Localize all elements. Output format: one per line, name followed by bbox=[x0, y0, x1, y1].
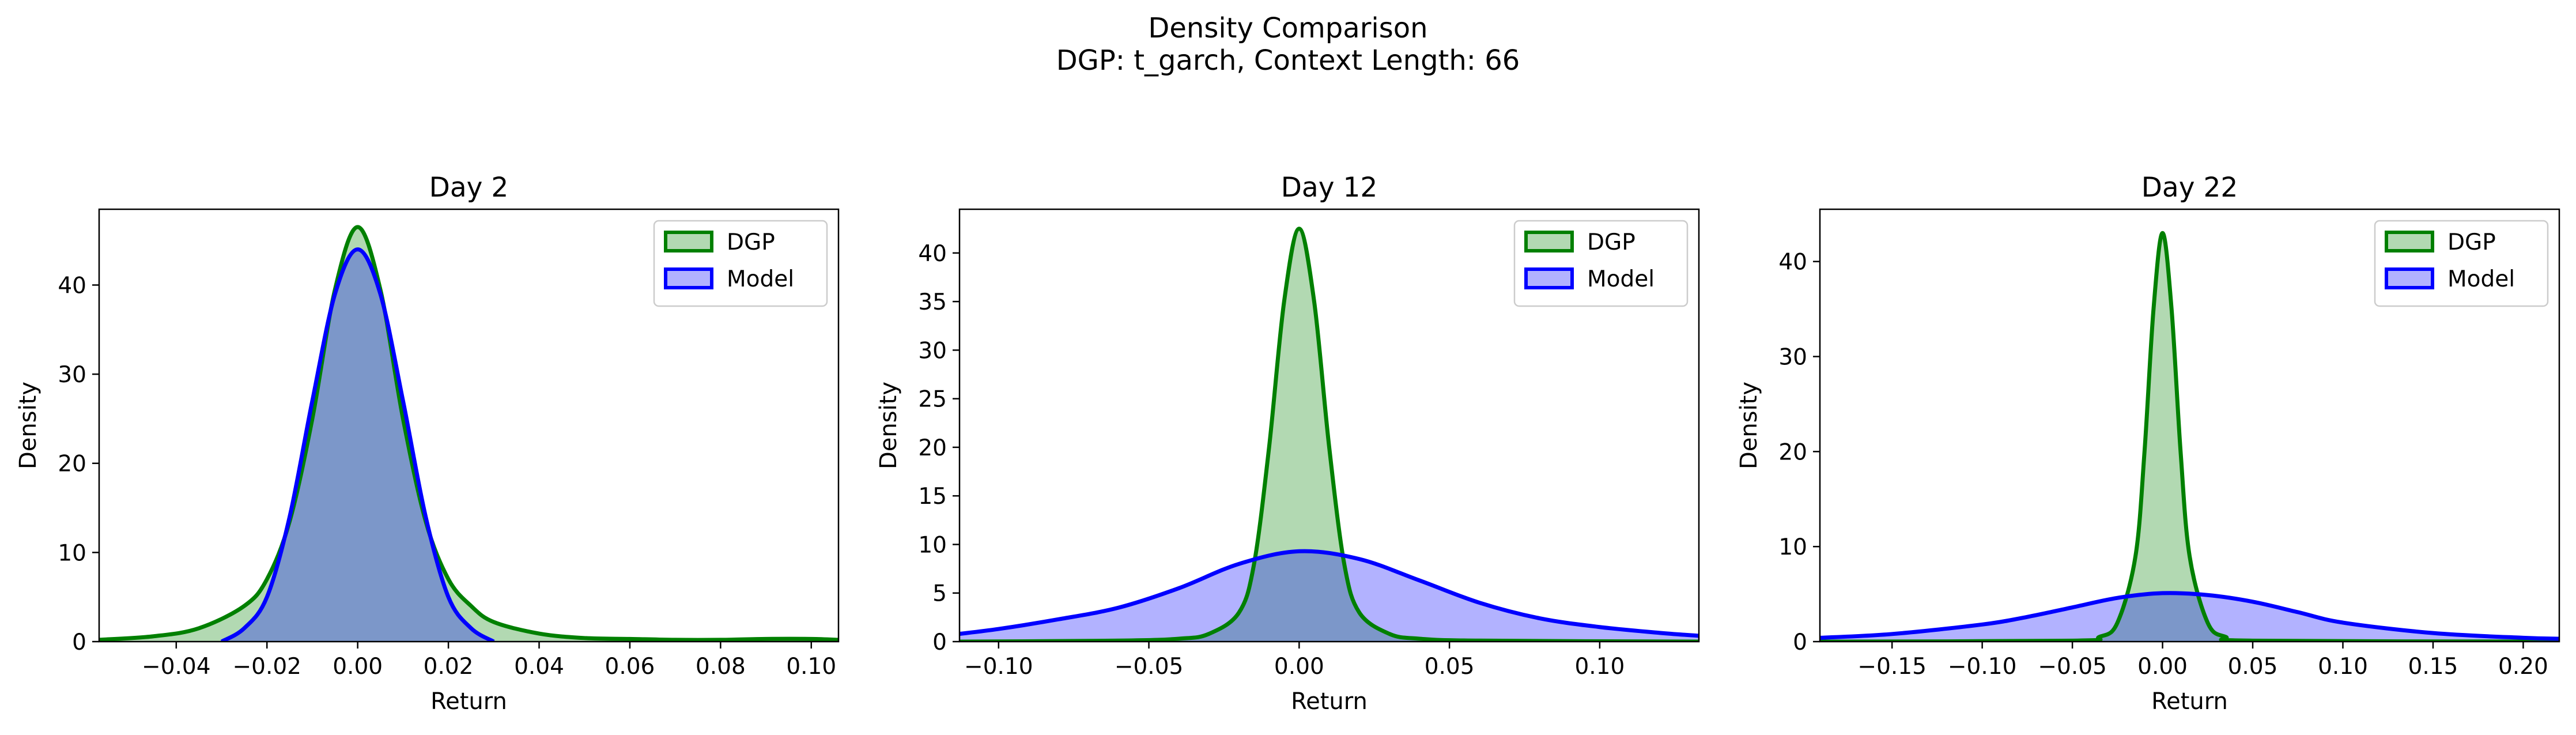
chart-panel-2: −0.10 −0.05 0.00 0.05 0.10 0 5 10 15 20 25 30 35 40 Da… bbox=[875, 172, 1700, 715]
y-tick-label: 30 bbox=[58, 362, 86, 388]
line-model bbox=[1820, 591, 2559, 641]
legend-label-model: Model bbox=[2447, 266, 2515, 292]
y-tick-label: 15 bbox=[918, 484, 947, 510]
x-tick-label: −0.04 bbox=[142, 654, 211, 680]
chart-title: Day 12 bbox=[1281, 172, 1378, 203]
axes-frame bbox=[1819, 208, 2560, 643]
axes-frame bbox=[958, 208, 1700, 643]
legend-label-model: Model bbox=[1587, 266, 1655, 292]
legend-box bbox=[1513, 220, 1689, 307]
axes-frame bbox=[98, 208, 840, 643]
x-tick-label: −0.15 bbox=[1857, 654, 1927, 680]
x-axis-label: Return bbox=[2151, 688, 2228, 715]
legend-label-dgp: DGP bbox=[727, 229, 775, 255]
y-tick-label: 20 bbox=[58, 451, 86, 477]
x-axis-label: Return bbox=[430, 688, 507, 715]
figure-title: Density Comparison bbox=[1148, 12, 1428, 44]
y-tick-label: 25 bbox=[918, 387, 947, 413]
x-tick-label: −0.10 bbox=[1948, 654, 2017, 680]
y-tick-label: 30 bbox=[918, 338, 947, 364]
x-tick-label: 0.04 bbox=[514, 654, 564, 680]
x-tick-label: 0.00 bbox=[333, 654, 383, 680]
plot-area bbox=[960, 227, 1699, 642]
y-tick-label: 20 bbox=[1778, 439, 1807, 465]
y-tick-label: 0 bbox=[1793, 630, 1807, 655]
chart-title: Day 2 bbox=[429, 172, 509, 203]
y-tick-label: 10 bbox=[918, 532, 947, 558]
legend-label-dgp: DGP bbox=[1587, 229, 1636, 255]
legend-swatch-model bbox=[664, 267, 713, 289]
x-tick-label: 0.00 bbox=[2137, 654, 2188, 680]
x-tick-label: 0.05 bbox=[1425, 654, 1475, 680]
y-tick-label: 0 bbox=[72, 630, 86, 655]
line-dgp bbox=[960, 227, 1699, 642]
chart-panel-3: −0.15 −0.10 −0.05 0.00 0.05 0.10 0.15 0.20 0 10 20… bbox=[1736, 172, 2560, 715]
x-tick-label: −0.05 bbox=[2038, 654, 2107, 680]
line-model bbox=[960, 549, 1699, 638]
chart-title: Day 22 bbox=[2141, 172, 2238, 203]
x-tick-label: −0.05 bbox=[1115, 654, 1184, 680]
area-model bbox=[221, 249, 494, 642]
y-tick-label: 10 bbox=[1778, 534, 1807, 560]
y-tick-label: 10 bbox=[58, 540, 86, 566]
legend-swatch-dgp bbox=[2385, 231, 2434, 252]
y-axis-label: Density bbox=[15, 382, 41, 469]
legend-box bbox=[653, 220, 828, 307]
x-tick-label: −0.02 bbox=[232, 654, 301, 680]
x-tick-label: 0.15 bbox=[2408, 654, 2458, 680]
area-model bbox=[1820, 593, 2559, 642]
x-tick-label: 0.20 bbox=[2498, 654, 2548, 680]
area-dgp bbox=[960, 228, 1699, 642]
legend-swatch-dgp bbox=[1524, 231, 1574, 252]
line-model bbox=[220, 247, 495, 642]
y-tick-label: 40 bbox=[1778, 250, 1807, 276]
y-axis-label: Density bbox=[1736, 382, 1762, 469]
legend-swatch-model bbox=[2385, 267, 2434, 289]
legend: DGP Model bbox=[2374, 220, 2549, 307]
y-tick-label: 0 bbox=[932, 630, 947, 655]
x-tick-label: 0.10 bbox=[2318, 654, 2368, 680]
y-tick-label: 40 bbox=[58, 273, 86, 299]
y-tick-label: 35 bbox=[918, 289, 947, 315]
plot-area bbox=[1820, 231, 2559, 642]
figure-subtitle: DGP: t_garch, Context Length: 66 bbox=[1056, 44, 1520, 77]
legend-label-model: Model bbox=[727, 266, 794, 292]
x-tick-label: −0.10 bbox=[964, 654, 1033, 680]
legend-box bbox=[2374, 220, 2549, 307]
x-tick-label: 0.00 bbox=[1274, 654, 1324, 680]
area-model bbox=[960, 551, 1699, 642]
y-tick-label: 20 bbox=[918, 435, 947, 461]
legend: DGP Model bbox=[653, 220, 828, 307]
y-tick-label: 40 bbox=[918, 241, 947, 267]
legend-swatch-dgp bbox=[664, 231, 713, 252]
y-axis-label: Density bbox=[875, 382, 902, 469]
plot-area bbox=[99, 225, 838, 642]
legend-label-dgp: DGP bbox=[2447, 229, 2496, 255]
legend: DGP Model bbox=[1513, 220, 1689, 307]
x-tick-label: 0.02 bbox=[424, 654, 474, 680]
legend-swatch-model bbox=[1524, 267, 1574, 289]
chart-panel-1: −0.04 −0.02 0.00 0.02 0.04 0.06 0.08 0.10 0 10 20 3… bbox=[15, 172, 840, 715]
y-tick-label: 5 bbox=[932, 581, 947, 607]
x-tick-label: 0.10 bbox=[1574, 654, 1625, 680]
line-dgp bbox=[1820, 231, 2559, 642]
x-axis-label: Return bbox=[1291, 688, 1368, 715]
x-tick-label: 0.08 bbox=[696, 654, 746, 680]
x-tick-label: 0.05 bbox=[2228, 654, 2278, 680]
line-dgp bbox=[99, 225, 838, 642]
x-tick-label: 0.10 bbox=[786, 654, 836, 680]
y-tick-label: 30 bbox=[1778, 344, 1807, 370]
x-tick-label: 0.06 bbox=[605, 654, 655, 680]
